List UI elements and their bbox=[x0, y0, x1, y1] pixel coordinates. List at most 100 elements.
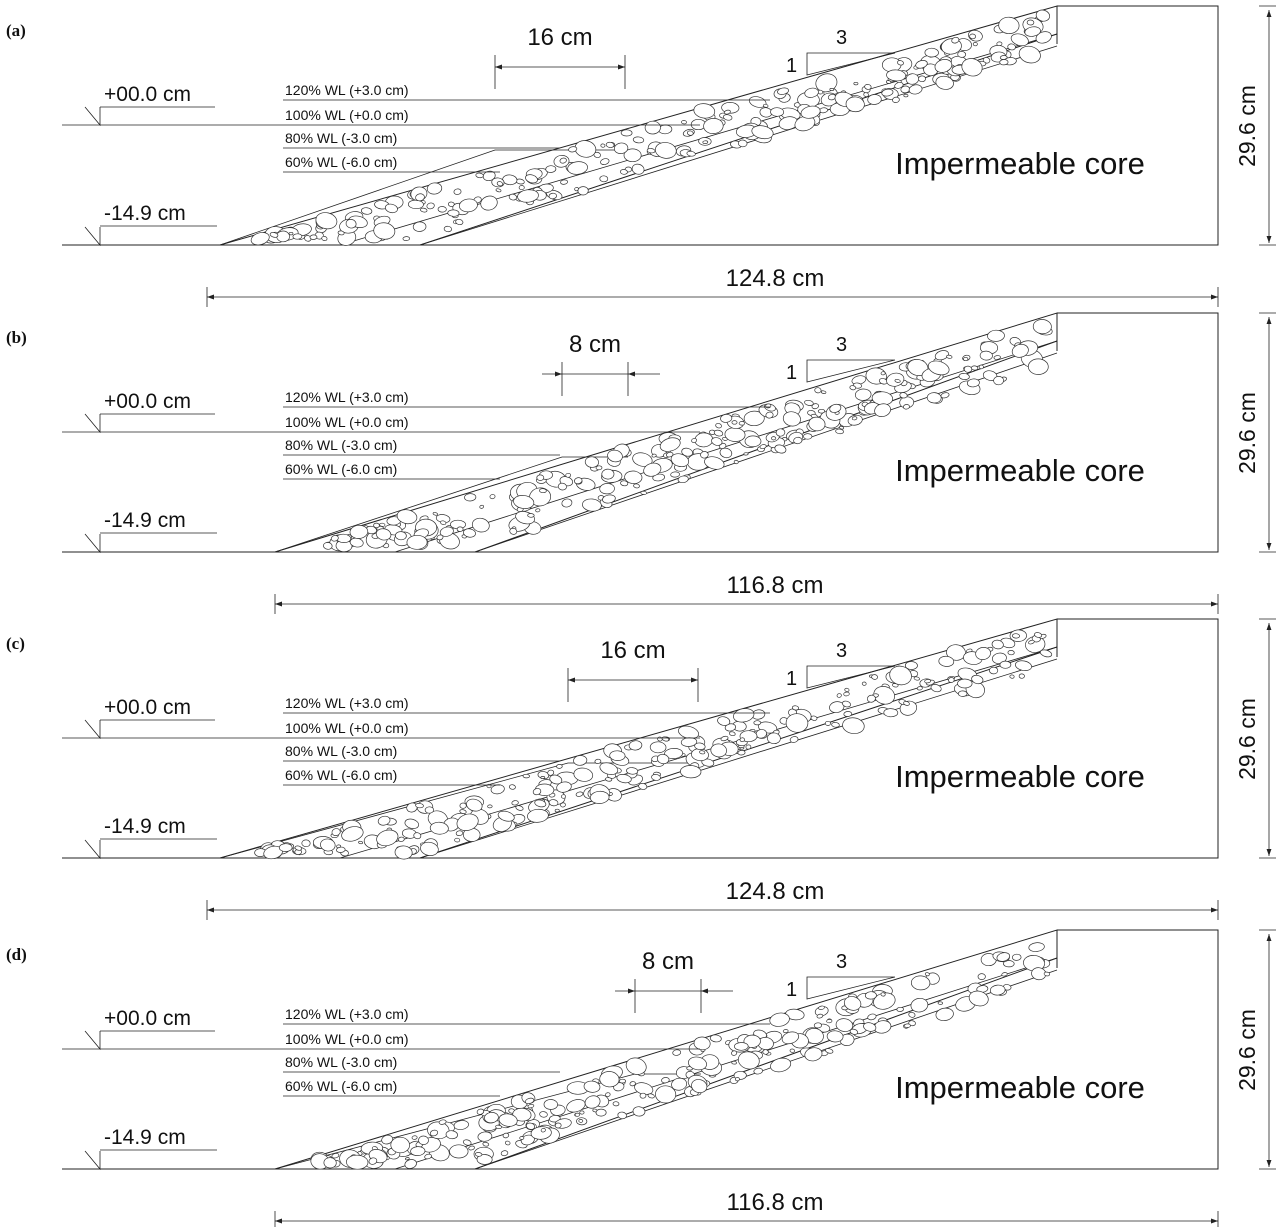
stone bbox=[404, 1157, 410, 1161]
stone bbox=[1039, 649, 1053, 658]
stone bbox=[724, 427, 746, 442]
stone bbox=[991, 639, 1004, 650]
stone bbox=[368, 1157, 378, 1165]
stone bbox=[711, 437, 723, 446]
stone bbox=[567, 161, 588, 175]
stone bbox=[554, 1122, 562, 1129]
stone bbox=[789, 736, 799, 743]
stone bbox=[803, 433, 813, 440]
stone bbox=[782, 1029, 789, 1034]
water-level-label: 120% WL (+3.0 cm) bbox=[285, 82, 409, 98]
stone bbox=[468, 1145, 475, 1151]
stone bbox=[377, 815, 391, 826]
stone bbox=[560, 179, 569, 185]
stone bbox=[731, 1050, 738, 1056]
stone bbox=[886, 69, 907, 82]
stone bbox=[871, 674, 878, 680]
core-outline bbox=[62, 5, 1219, 246]
stone bbox=[703, 118, 724, 134]
stone bbox=[375, 528, 392, 541]
stone bbox=[897, 60, 904, 66]
stone bbox=[601, 468, 615, 480]
stone bbox=[892, 96, 900, 103]
stone bbox=[670, 471, 680, 478]
stone bbox=[495, 188, 502, 193]
stone bbox=[999, 660, 1012, 669]
stone bbox=[294, 845, 302, 851]
slope-vertical-label: 1 bbox=[786, 55, 797, 77]
stone bbox=[951, 36, 960, 44]
water-level-label: 60% WL (-6.0 cm) bbox=[285, 767, 397, 783]
stone bbox=[940, 392, 950, 399]
stone bbox=[916, 686, 923, 691]
slope-vertical-label: 1 bbox=[786, 979, 797, 1001]
stone bbox=[818, 1005, 825, 1010]
stone bbox=[677, 475, 689, 484]
stone bbox=[513, 495, 535, 509]
stone bbox=[458, 198, 478, 213]
stone bbox=[688, 1056, 707, 1071]
stone bbox=[556, 781, 572, 793]
water-level-label: 100% WL (+0.0 cm) bbox=[285, 107, 409, 123]
stone bbox=[626, 767, 639, 775]
stone bbox=[454, 837, 461, 843]
stone bbox=[527, 808, 549, 823]
stone bbox=[411, 1135, 418, 1140]
stone bbox=[896, 1006, 904, 1012]
core-label: Impermeable core bbox=[895, 453, 1145, 488]
stone bbox=[394, 845, 413, 860]
stone bbox=[652, 473, 666, 482]
stone bbox=[811, 403, 820, 410]
level-marker-top bbox=[84, 1030, 101, 1051]
stone bbox=[666, 451, 674, 458]
stone bbox=[607, 449, 623, 463]
top-level-label: +00.0 cm bbox=[104, 1007, 191, 1030]
stone bbox=[480, 195, 498, 211]
stone bbox=[989, 666, 999, 675]
stone bbox=[508, 193, 518, 201]
stone bbox=[397, 836, 405, 842]
stone bbox=[815, 73, 838, 93]
stone bbox=[1024, 26, 1041, 37]
stone bbox=[843, 711, 853, 717]
stone bbox=[767, 732, 781, 745]
stone bbox=[709, 1034, 722, 1043]
stone bbox=[426, 182, 443, 195]
stone bbox=[534, 799, 547, 808]
stone bbox=[455, 830, 464, 836]
stone bbox=[628, 740, 643, 751]
stone bbox=[554, 808, 560, 813]
stone bbox=[691, 438, 698, 443]
stone bbox=[292, 233, 303, 240]
stone bbox=[1015, 660, 1032, 671]
stone bbox=[498, 1113, 518, 1127]
stone bbox=[549, 774, 563, 785]
stone bbox=[502, 174, 518, 186]
stone bbox=[775, 428, 786, 437]
panel-label: (b) bbox=[6, 328, 27, 347]
stone bbox=[459, 802, 467, 809]
stone bbox=[845, 96, 865, 113]
stone bbox=[301, 839, 311, 848]
stone bbox=[719, 447, 733, 459]
stone bbox=[733, 459, 739, 465]
stone bbox=[530, 1126, 552, 1140]
stone bbox=[453, 1120, 469, 1131]
stone bbox=[958, 373, 970, 380]
stone bbox=[889, 665, 912, 686]
stone bbox=[412, 221, 427, 232]
stone bbox=[670, 453, 690, 468]
stone bbox=[826, 1030, 844, 1043]
stone bbox=[816, 1013, 824, 1019]
stone bbox=[420, 207, 428, 213]
stone bbox=[474, 1152, 483, 1157]
slope-horizontal-label: 3 bbox=[836, 951, 847, 973]
stone bbox=[575, 791, 584, 797]
stone bbox=[686, 150, 696, 157]
stone bbox=[789, 1048, 795, 1053]
stone bbox=[1011, 633, 1021, 639]
stone bbox=[589, 790, 610, 804]
stone bbox=[930, 684, 942, 693]
stone bbox=[836, 693, 842, 698]
stone bbox=[1043, 971, 1051, 977]
